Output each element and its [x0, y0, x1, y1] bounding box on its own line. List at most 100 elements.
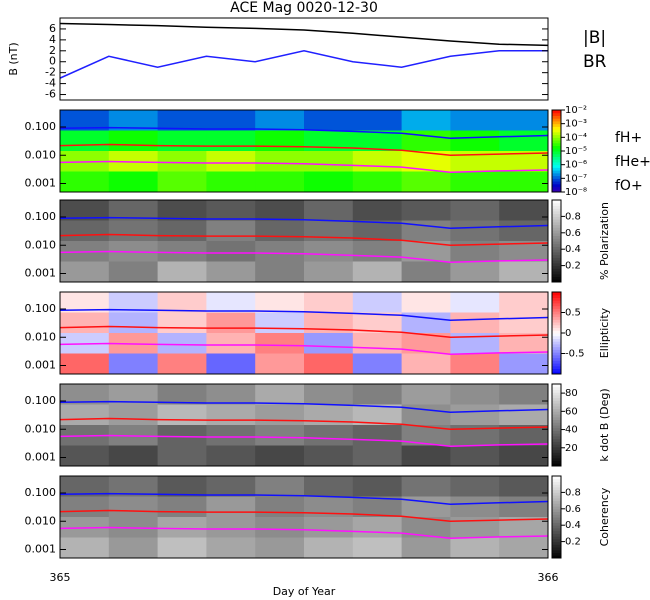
colorbar-swatch [552, 189, 561, 193]
heatmap-cell [401, 171, 451, 193]
heatmap-cell [255, 130, 305, 152]
heatmap-cell [304, 171, 354, 193]
colorbar-swatch [552, 137, 561, 141]
heatmap-cell [255, 110, 305, 131]
heatmap-cell [60, 171, 110, 193]
data-line [60, 417, 548, 431]
heatmap-cell [352, 537, 403, 559]
heatmap-cell [352, 445, 403, 467]
colorbar-swatch [552, 394, 561, 399]
colorbar-tick-label: 10⁻⁶ [565, 160, 587, 171]
colorbar-swatch [552, 294, 561, 298]
heatmap-cell [450, 425, 500, 446]
colorbar-swatch [552, 389, 561, 393]
heatmap-cell [206, 476, 256, 497]
colorbar-swatch [552, 419, 561, 423]
heatmap-cell [401, 353, 451, 375]
heatmap-cell [450, 537, 500, 559]
colorbar-swatch [552, 230, 561, 234]
colorbar-swatch [552, 241, 561, 245]
data-line [60, 160, 548, 174]
heatmap-cell [60, 537, 110, 559]
colorbar-swatch [552, 335, 561, 339]
heatmap-cell [304, 130, 354, 152]
colorbar-swatch [552, 371, 561, 375]
colorbar-swatch [552, 200, 561, 204]
colorbar-swatch [552, 452, 561, 456]
heatmap-cell [304, 517, 354, 538]
heatmap-cell [60, 496, 110, 518]
heatmap-cell [304, 496, 354, 518]
heatmap-cell [304, 476, 354, 497]
colorbar-swatch [552, 302, 561, 307]
heatmap-cell [401, 261, 451, 283]
colorbar-swatch [552, 333, 561, 337]
colorbar-swatch [552, 112, 561, 116]
heatmap-cell [60, 220, 110, 242]
colorbar-swatch [552, 156, 561, 160]
colorbar-swatch [552, 478, 561, 482]
colorbar-swatch [552, 254, 561, 258]
data-line [60, 143, 548, 157]
heatmap-cell [255, 537, 305, 559]
colorbar-swatch [552, 400, 561, 404]
colorbar-tick-label: 0.6 [565, 228, 581, 239]
heatmap-cell [304, 261, 354, 283]
heatmap-cell [401, 445, 451, 467]
colorbar-swatch [552, 153, 561, 157]
heatmap-cell [352, 517, 403, 538]
heatmap-cell [157, 425, 207, 446]
heatmap-cell [108, 537, 159, 559]
y-tick-label: 0.010 [25, 330, 57, 343]
colorbar-swatch [552, 227, 561, 231]
heatmap-cell [304, 110, 354, 131]
heatmap-cell [255, 171, 305, 193]
heatmap-cell [206, 445, 256, 467]
colorbar-swatch [552, 430, 561, 434]
colorbar-swatch [552, 172, 561, 177]
colorbar-swatch [552, 210, 561, 215]
y-tick-label: 0.001 [25, 266, 57, 279]
heatmap-cell [401, 292, 451, 313]
heatmap-cell [401, 241, 451, 262]
colorbar-swatch [552, 481, 561, 485]
heatmap-cell [401, 200, 451, 221]
heatmap-cell [206, 292, 256, 313]
heatmap-cell [352, 353, 403, 375]
heatmap-cell [60, 292, 110, 313]
heatmap-cell [352, 292, 403, 313]
heatmap-cell [450, 261, 500, 283]
colorbar-swatch [552, 131, 561, 136]
colorbar-swatch [552, 322, 561, 326]
colorbar-swatch [552, 305, 561, 309]
colorbar-swatch [552, 167, 561, 171]
heatmap-cell [352, 496, 403, 518]
colorbar-swatch [552, 416, 561, 421]
colorbar-swatch [552, 368, 561, 372]
colorbar-label: % Polarization [598, 202, 611, 280]
y-tick-label: 0.010 [25, 514, 57, 527]
colorbar-swatch [552, 276, 561, 280]
heatmap-cell [108, 353, 159, 375]
heatmap-cell [304, 220, 354, 242]
colorbar-swatch [552, 213, 561, 217]
data-line [60, 400, 548, 413]
colorbar-swatch [552, 273, 561, 278]
colorbar-swatch [552, 514, 561, 518]
colorbar-swatch [552, 414, 561, 418]
heatmap-cell [60, 353, 110, 375]
colorbar-tick-label: 0.2 [565, 261, 581, 272]
heatmap-cell [157, 292, 207, 313]
colorbar-swatch [552, 300, 561, 304]
heatmap-cell [206, 200, 256, 221]
heatmap-cell [255, 241, 305, 262]
heatmap-cell [304, 241, 354, 262]
colorbar-frame [551, 199, 562, 283]
heatmap-cell [450, 151, 500, 172]
colorbar-swatch [552, 316, 561, 320]
y-tick-label: 2 [49, 44, 56, 57]
colorbar-swatch [552, 260, 561, 264]
colorbar-swatch [552, 544, 561, 548]
heatmap-cell [450, 292, 500, 313]
colorbar-swatch [552, 232, 561, 237]
